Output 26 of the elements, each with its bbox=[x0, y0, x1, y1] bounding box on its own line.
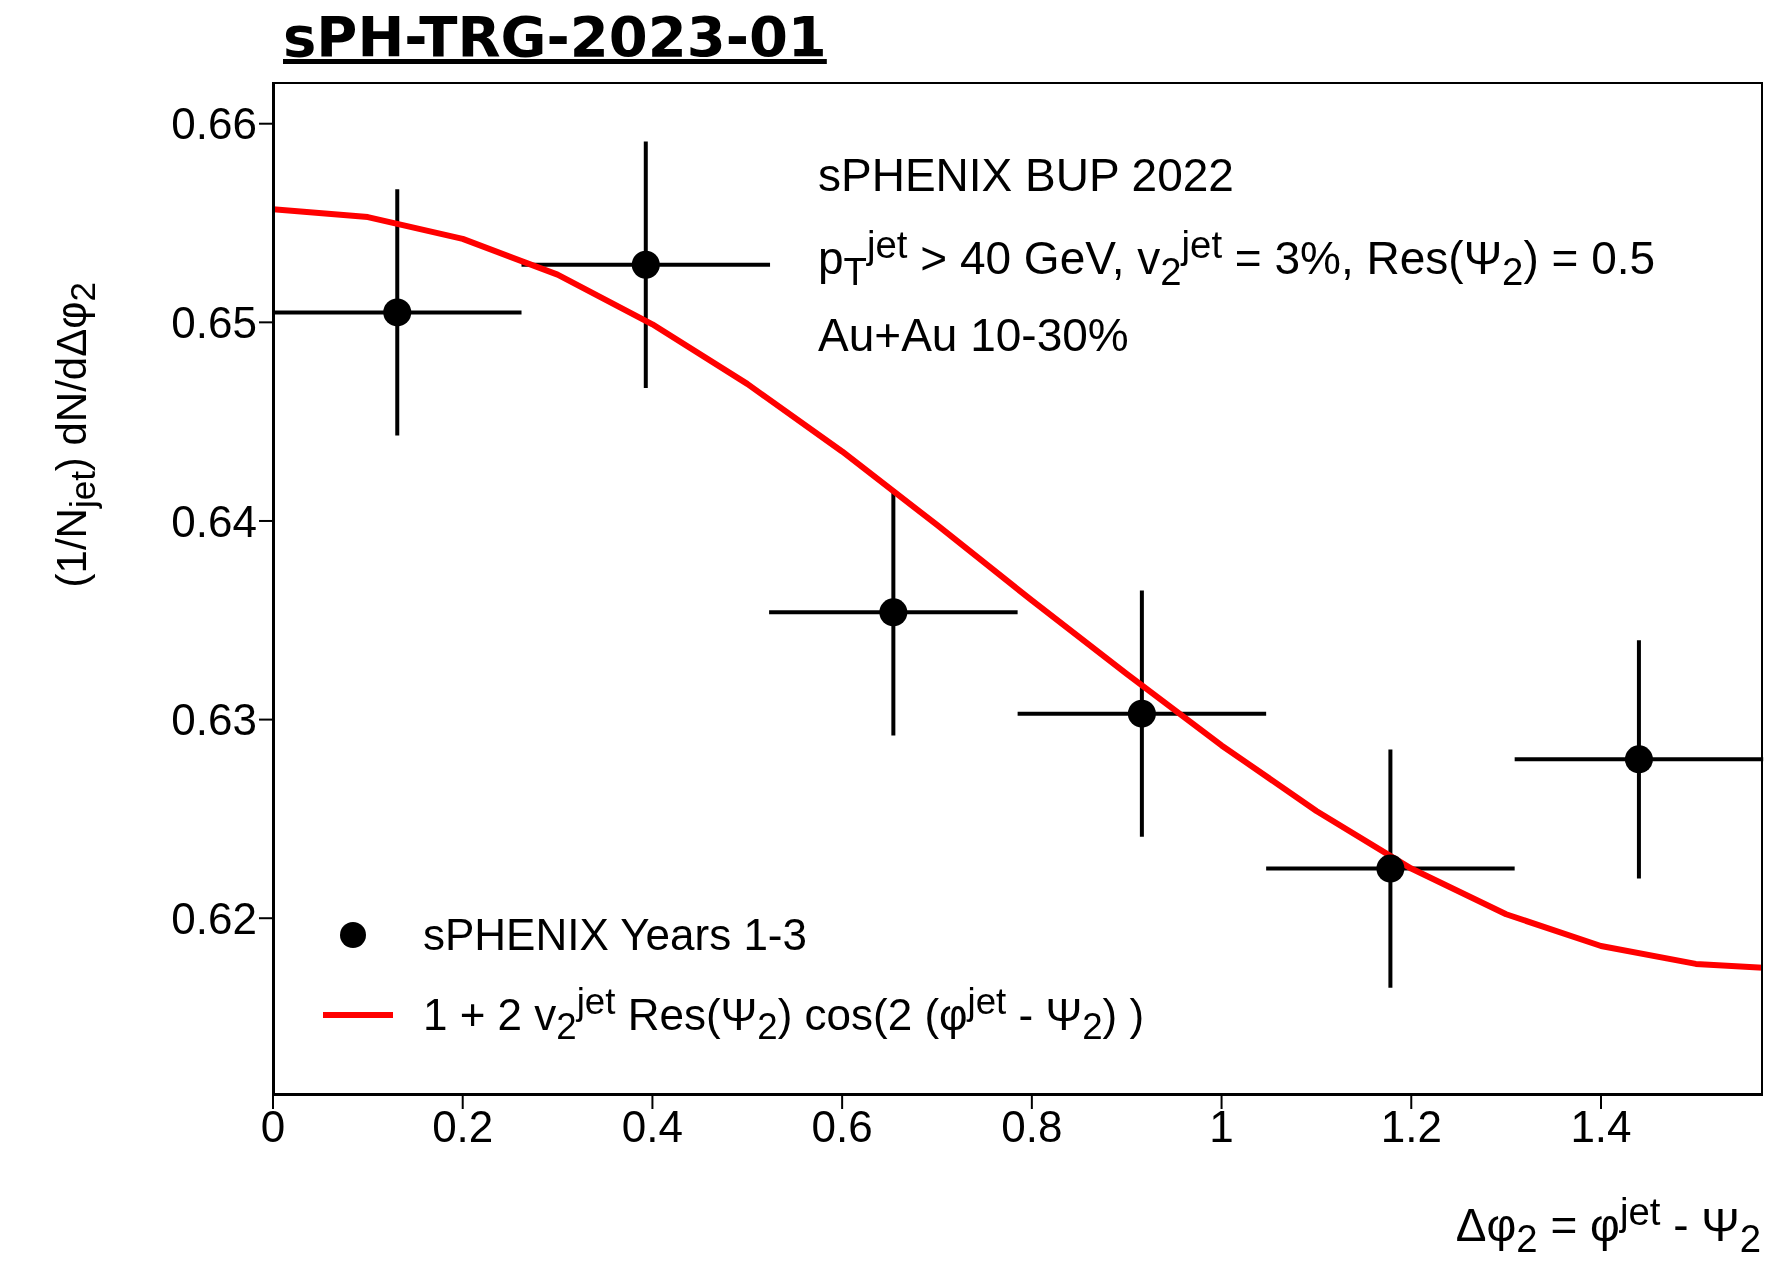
x-tick-label: 1.4 bbox=[1570, 1102, 1632, 1152]
x-tick-label: 0.2 bbox=[432, 1102, 494, 1152]
point bbox=[879, 598, 908, 627]
x-tick-label: 0.8 bbox=[1001, 1102, 1063, 1152]
text: 1 + 2 v$_{2}$$^{jet}$ Res(Ψ$_{2}$) cos(2 (φ$^{jet}$ - Ψ$_{2}$) ) bbox=[423, 981, 1145, 1048]
x-tick-label: 0 bbox=[260, 1102, 286, 1152]
y-tick-label: 0.63 bbox=[171, 695, 257, 745]
y-tick-label: 0.62 bbox=[171, 893, 257, 943]
point bbox=[1127, 699, 1156, 728]
point bbox=[1376, 854, 1405, 883]
annotation: Au+Au 10-30% bbox=[818, 308, 1129, 362]
text: p$_{T}$$^{jet}$ > 40 GeV, v$_{2}$$^{jet}$ = 3%, Res(Ψ$_{2}$) = 0.5 bbox=[818, 223, 1656, 293]
point bbox=[383, 298, 412, 327]
x-tick-label: 0.6 bbox=[811, 1102, 873, 1152]
x-tick-label: 1 bbox=[1209, 1102, 1234, 1152]
chart-title: sPH-TRG-2023-01 bbox=[283, 4, 827, 69]
point bbox=[631, 250, 660, 279]
x-tick-label: 1.2 bbox=[1380, 1102, 1442, 1152]
y-tick-label: 0.65 bbox=[171, 297, 257, 347]
annotation: sPHENIX BUP 2022 bbox=[818, 148, 1234, 202]
y-tick-label: 0.64 bbox=[171, 496, 257, 546]
x-axis-title: Δφ$_{2}$ = φ$^{jet}$ - Ψ$_{2}$ bbox=[1455, 1190, 1761, 1261]
y-tick-label: 0.66 bbox=[171, 99, 257, 149]
x-tick-label: 0.4 bbox=[621, 1102, 684, 1152]
point bbox=[1624, 745, 1653, 774]
legend-label: sPHENIX Years 1-3 bbox=[423, 910, 807, 960]
